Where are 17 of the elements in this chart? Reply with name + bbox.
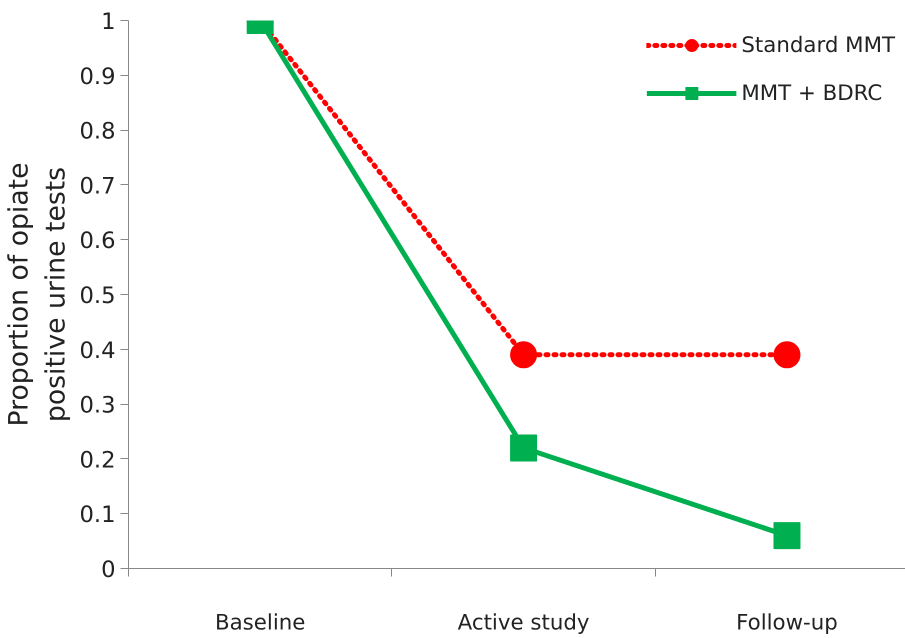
y-tick-label: 0.8 <box>79 118 116 145</box>
x-tick-label: Baseline <box>214 610 306 636</box>
x-tick-label: Active study <box>458 610 590 636</box>
y-tick-label: 0.7 <box>79 173 116 200</box>
y-axis-title: Proportion of opiate positive urine tests <box>3 162 72 426</box>
legend-label: Standard MMT <box>741 32 895 58</box>
y-tick-label: 0.1 <box>79 502 116 528</box>
x-tick-label: Follow-up <box>736 610 838 636</box>
y-tick-label: 0.2 <box>79 447 116 474</box>
y-tick-label: 0.6 <box>79 228 116 254</box>
y-tick-label: 0.9 <box>79 64 116 90</box>
y-tick-label: 0 <box>101 557 116 583</box>
y-tick-label: 1 <box>101 9 116 35</box>
y-tick-label: 0.3 <box>79 392 116 419</box>
y-tick-label: 0.4 <box>79 338 116 364</box>
y-tick-label: 0.5 <box>79 283 116 309</box>
legend-label: MMT + BDRC <box>741 80 882 106</box>
